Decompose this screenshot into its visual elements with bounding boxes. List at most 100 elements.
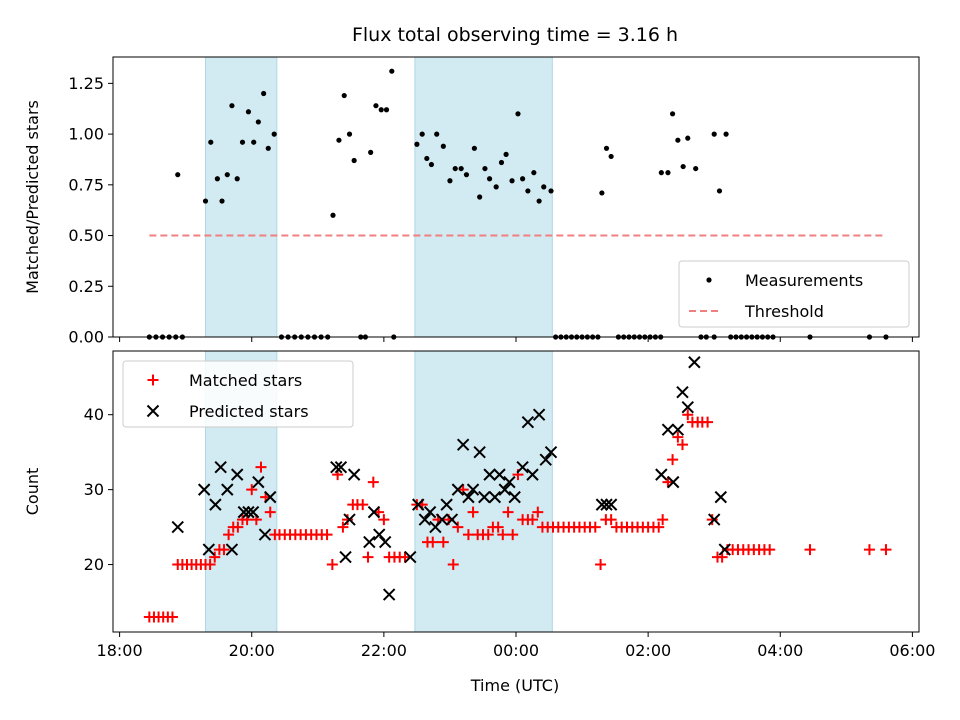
predicted-stars-point [498,483,511,496]
y-tick-label: 0.75 [68,175,104,194]
legend: Measurements Threshold [678,260,910,328]
matched-stars-point [399,551,411,563]
predicted-stars-point [462,490,475,504]
predicted-stars-point [707,513,721,526]
measurements-point [520,176,526,182]
legend-box [122,360,354,428]
predicted-stars-point [688,356,701,369]
y-axis-label-matched-predicted-stars: Matched/Predicted stars [23,100,42,294]
predicted-stars-point [681,400,694,414]
measurements-point [685,135,691,141]
predicted-stars-point [544,445,558,459]
measurements-point [261,90,267,97]
matched-stars-point [507,529,519,541]
matched-stars-point [378,514,390,526]
measurements-point [330,212,336,218]
measurements-point [255,119,261,125]
x-tick-label: 22:00 [361,641,407,660]
measurements-point [440,143,446,149]
measurements-point [414,141,420,147]
y-tick-label: 0.50 [68,226,104,245]
predicted-stars-point [412,498,425,511]
measurements-point [693,165,699,172]
matched-stars-point [218,544,230,556]
predicted-stars-point [532,408,546,421]
measurements-point [680,163,686,170]
x-axis-label: Time (UTC) [470,676,559,695]
matched-stars-point [447,559,459,571]
x-tick-label: 18:00 [97,641,143,660]
predicted-stars-point [209,498,222,511]
measurements-point [503,151,509,157]
matched-stars-point [527,514,539,526]
predicted-stars-point [714,490,728,504]
measurements-point [716,188,723,194]
y-axis-label-count: Count [23,468,42,516]
matched-stars-point [667,454,679,466]
matched-stars-point [676,439,688,451]
predicted-stars-point [503,475,516,489]
matched-stars-point [482,529,494,541]
y-tick-label: 0.25 [68,277,104,296]
predicted-stars-point [521,415,535,429]
measurements-point [493,184,499,190]
predicted-stars-point [493,468,506,481]
predicted-stars-point [676,386,689,399]
measurements-point [341,92,347,99]
y-tick-label: 1.00 [68,125,104,144]
matched-stars-point [880,544,892,556]
predicted-stars-point [242,505,255,519]
measurements-point [458,165,464,172]
chart-title: Flux total observing time = 3.16 h [352,24,678,46]
predicted-stars-point [478,490,491,504]
measurements-point [723,131,729,137]
measurements-point [548,188,554,194]
matched-stars-point [337,521,349,533]
predicted-stars-point [423,505,437,519]
measurements-point [541,184,547,190]
measurements-point [599,190,605,196]
predicted-stars-point [347,468,361,481]
matched-stars-point [232,521,244,533]
predicted-stars-point [246,505,260,519]
predicted-stars-point [237,505,251,519]
measurements-point [336,137,342,143]
measurements-point [265,145,271,151]
predicted-stars-point [252,475,265,489]
measurements-point [486,176,493,182]
measurements-point [229,103,235,109]
predicted-stars-point [473,445,486,459]
predicted-stars-point [595,498,609,511]
measurements-point [531,170,537,176]
predicted-stars-point [435,513,449,526]
measurements-point [271,131,277,137]
predicted-stars-point [600,498,613,511]
matched-stars-point [653,521,665,533]
matched-stars-point [223,529,235,541]
predicted-stars-point [483,468,496,481]
matched-stars-point [764,544,776,556]
matched-stars-point [321,529,333,541]
measurements-point [378,107,384,113]
measurements-point [463,172,470,178]
matched-stars-point [209,551,221,563]
measurements-point [424,155,430,162]
predicted-stars-point [202,543,216,556]
predicted-stars-point [330,460,343,474]
predicted-stars-point [339,550,352,564]
predicted-stars-point [230,468,244,481]
matched-stars-point [662,476,674,488]
measurements-point [525,188,531,194]
matched-stars-point [702,416,714,428]
predicted-stars-point [516,460,529,474]
top-panel: 0.00 0.25 0.50 0.75 1.00 1.25 Matched/Predicte… [23,56,920,347]
predicted-stars-point [343,513,356,526]
measurements-point [434,131,440,137]
matched-stars-point [427,536,439,548]
observing-window-shade [204,56,278,338]
legend-marker [146,404,160,418]
measurements-point [669,111,676,117]
measurements-point [419,131,425,137]
predicted-stars-point [539,453,552,466]
